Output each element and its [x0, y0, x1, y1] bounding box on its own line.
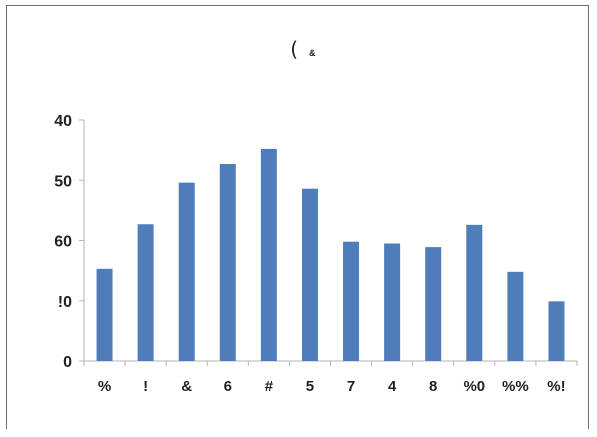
bar-series: [96, 148, 565, 361]
chart-frame: ( & %! & 6 #5 7 4 8 %0%%%! 0 !0 60 50 40: [6, 5, 589, 429]
x-category-label: 5: [306, 378, 314, 395]
bar: [178, 182, 195, 361]
x-category-label: 7: [347, 378, 355, 395]
bar: [137, 224, 154, 361]
x-axis-labels: %! & 6 #5 7 4 8 %0%%%!: [98, 378, 566, 395]
x-category-label: %!: [547, 378, 565, 395]
x-category-label: 8: [429, 378, 437, 395]
bar: [96, 268, 113, 361]
y-axis-ticks: [79, 119, 84, 362]
x-axis-ticks: [83, 361, 578, 366]
x-category-label: &: [181, 378, 192, 395]
chart-title: (: [290, 37, 298, 61]
y-tick-label: 40: [54, 113, 72, 130]
y-tick-label: !0: [58, 294, 72, 311]
y-axis-labels: 0 !0 60 50 40: [54, 113, 72, 371]
bar: [219, 163, 236, 361]
bar: [507, 271, 524, 361]
chart-title-suffix: &: [309, 48, 316, 58]
x-category-label: %%: [502, 378, 529, 395]
y-tick-label: 60: [54, 234, 72, 251]
bar: [548, 301, 565, 361]
x-category-label: %0: [463, 378, 485, 395]
bar: [425, 247, 442, 361]
y-tick-label: 0: [63, 354, 72, 371]
x-category-label: !: [143, 378, 148, 395]
x-category-label: 4: [388, 378, 397, 395]
y-tick-label: 50: [54, 173, 72, 190]
bar: [343, 241, 360, 361]
x-category-label: %: [98, 378, 111, 395]
x-category-label: #: [265, 378, 274, 395]
bar: [260, 148, 277, 361]
bar: [301, 188, 318, 361]
bar: [466, 224, 483, 361]
bar-chart: ( & %! & 6 #5 7 4 8 %0%%%! 0 !0 60 50 40: [54, 37, 578, 395]
x-category-label: 6: [224, 378, 232, 395]
bar: [384, 243, 401, 361]
